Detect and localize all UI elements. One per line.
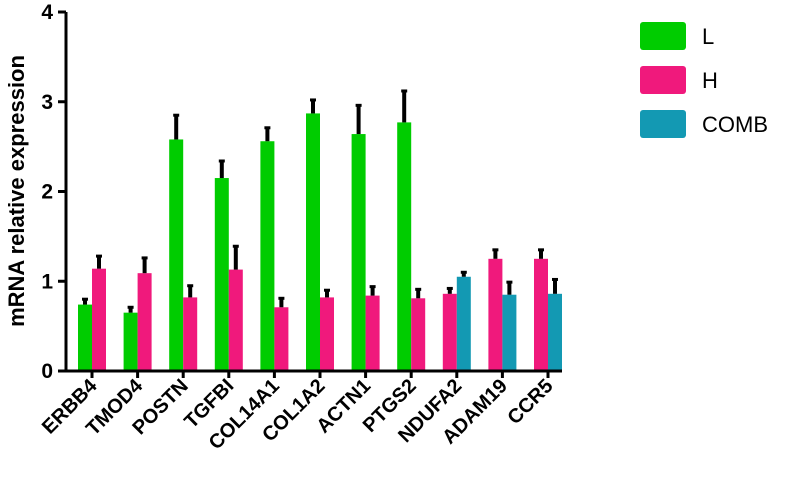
x-tick-label: CCR5	[503, 375, 557, 429]
bar-h-actn1	[365, 295, 380, 371]
bar-comb-adam19	[502, 294, 517, 371]
bar-comb-ndufa2	[456, 276, 471, 371]
legend-label-h: H	[702, 68, 718, 93]
bar-l-postn	[169, 139, 184, 371]
legend-label-l: L	[702, 24, 714, 49]
bar-l-tmod4	[123, 312, 138, 371]
bar-l-tgfbi	[214, 178, 229, 371]
y-tick-label: 3	[41, 91, 53, 114]
legend-swatch-comb	[640, 110, 686, 138]
bar-h-col1a2	[320, 297, 334, 371]
bar-comb-ccr5	[548, 293, 562, 371]
bar-h-ptgs2	[411, 298, 426, 371]
bar-h-erbb4	[92, 268, 106, 371]
bar-h-col14a1	[274, 307, 289, 371]
legend-swatch-l	[640, 22, 686, 50]
legend-label-comb: COMB	[702, 112, 768, 137]
bar-h-tmod4	[137, 273, 152, 371]
legend-swatch-h	[640, 66, 686, 94]
bar-l-col1a2	[306, 113, 320, 371]
legend: LH COMB	[640, 22, 768, 138]
y-axis-title: mRNA relative expression	[4, 55, 29, 327]
bars-layer	[78, 89, 562, 371]
bar-l-col14a1	[260, 141, 275, 371]
y-tick-label: 1	[41, 270, 53, 293]
bar-h-postn	[183, 297, 198, 371]
bar-l-actn1	[351, 134, 366, 371]
bar-h-tgfbi	[228, 269, 243, 371]
category-labels: ERBB4TMOD4POSTNTGFBICOL14A1COL1A2ACTN1PT…	[38, 371, 558, 454]
bar-h-ccr5	[534, 258, 548, 371]
bar-h-ndufa2	[442, 293, 457, 371]
bar-h-adam19	[488, 258, 503, 371]
y-tick-label: 0	[41, 360, 53, 383]
y-tick-label: 4	[41, 1, 53, 24]
ticks-layer: 0 1 2 3 4	[41, 1, 66, 383]
bar-l-erbb4	[78, 304, 92, 371]
y-tick-label: 2	[41, 181, 53, 204]
bar-l-ptgs2	[397, 122, 412, 371]
